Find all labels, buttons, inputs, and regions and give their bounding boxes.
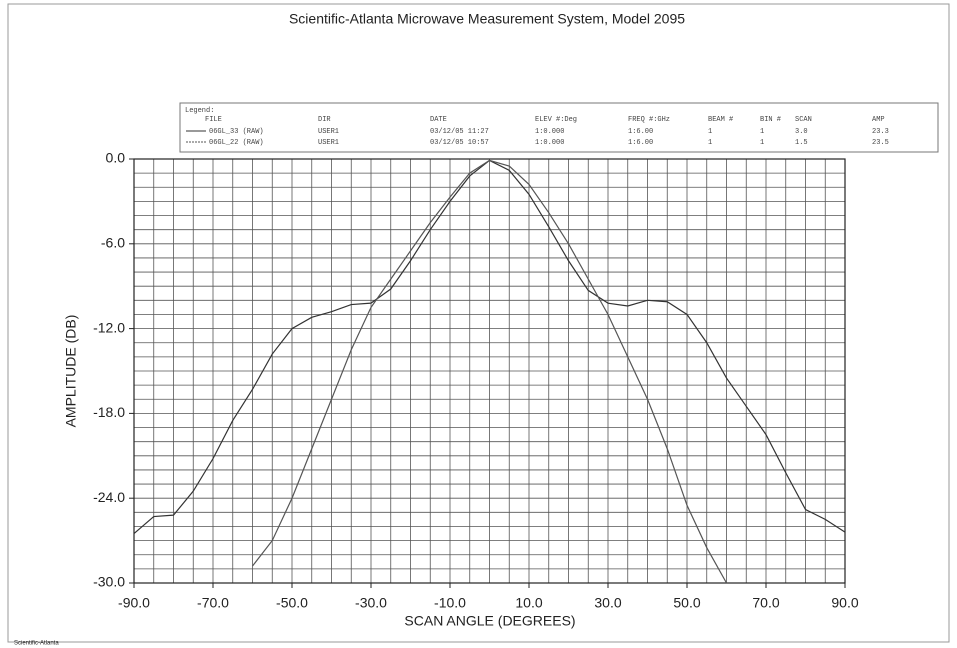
- y-axis-label: AMPLITUDE (DB): [63, 315, 79, 428]
- x-tick-label: 70.0: [752, 595, 779, 611]
- legend-cell: USER1: [318, 139, 339, 147]
- x-tick-label: -90.0: [118, 595, 150, 611]
- x-tick-label: 30.0: [594, 595, 621, 611]
- legend-cell: USER1: [318, 128, 339, 136]
- legend-header: SCAN: [795, 116, 812, 124]
- legend-cell: 23.3: [872, 128, 889, 136]
- legend-cell: 03/12/05 10:57: [430, 139, 489, 147]
- legend-header: BIN #: [760, 116, 781, 124]
- legend-cell: 1: [708, 128, 712, 136]
- legend-cell: 1: [708, 139, 712, 147]
- plot-frame: [133, 158, 846, 584]
- legend-label: 06GL_22 (RAW): [209, 139, 264, 147]
- legend-cell: 03/12/05 11:27: [430, 128, 489, 136]
- chart-title: Scientific-Atlanta Microwave Measurement…: [289, 11, 685, 27]
- legend-cell: 1: [760, 139, 764, 147]
- legend-label: 06GL_33 (RAW): [209, 128, 264, 136]
- y-tick-label: -12.0: [93, 319, 125, 335]
- legend-cell: 3.0: [795, 128, 808, 136]
- y-tick-label: -30.0: [93, 574, 125, 590]
- legend-box: [179, 102, 939, 153]
- x-tick-label: -70.0: [197, 595, 229, 611]
- y-tick-label: -18.0: [93, 404, 125, 420]
- x-tick-label: 90.0: [831, 595, 858, 611]
- footer: Scientific-Atlanta: [14, 641, 59, 647]
- legend-cell: 23.5: [872, 139, 889, 147]
- y-tick-label: -24.0: [93, 489, 125, 505]
- y-tick-label: 0.0: [106, 150, 126, 166]
- x-axis-label: SCAN ANGLE (DEGREES): [404, 613, 575, 629]
- legend-header: FREQ #:GHz: [628, 116, 670, 124]
- legend-header: DATE: [430, 116, 447, 124]
- legend-header: DIR: [318, 116, 331, 124]
- x-tick-label: -50.0: [276, 595, 308, 611]
- x-tick-label: -30.0: [355, 595, 387, 611]
- x-tick-label: -10.0: [434, 595, 466, 611]
- series-line: [252, 159, 728, 584]
- legend-header: ELEV #:Deg: [535, 116, 577, 124]
- legend-cell: 1:0.000: [535, 128, 564, 136]
- page-frame: [7, 3, 950, 643]
- x-tick-label: 50.0: [673, 595, 700, 611]
- legend-cell: 1:0.000: [535, 139, 564, 147]
- x-tick-label: 10.0: [515, 595, 542, 611]
- legend-header: AMP: [872, 116, 885, 124]
- legend-cell: 1.5: [795, 139, 808, 147]
- legend-title: Legend:: [185, 107, 214, 115]
- y-tick-label: -6.0: [101, 235, 125, 251]
- legend-cell: 1: [760, 128, 764, 136]
- legend-cell: 1:6.00: [628, 128, 653, 136]
- legend-header: FILE: [205, 116, 222, 124]
- legend-cell: 1:6.00: [628, 139, 653, 147]
- legend-header: BEAM #: [708, 116, 733, 124]
